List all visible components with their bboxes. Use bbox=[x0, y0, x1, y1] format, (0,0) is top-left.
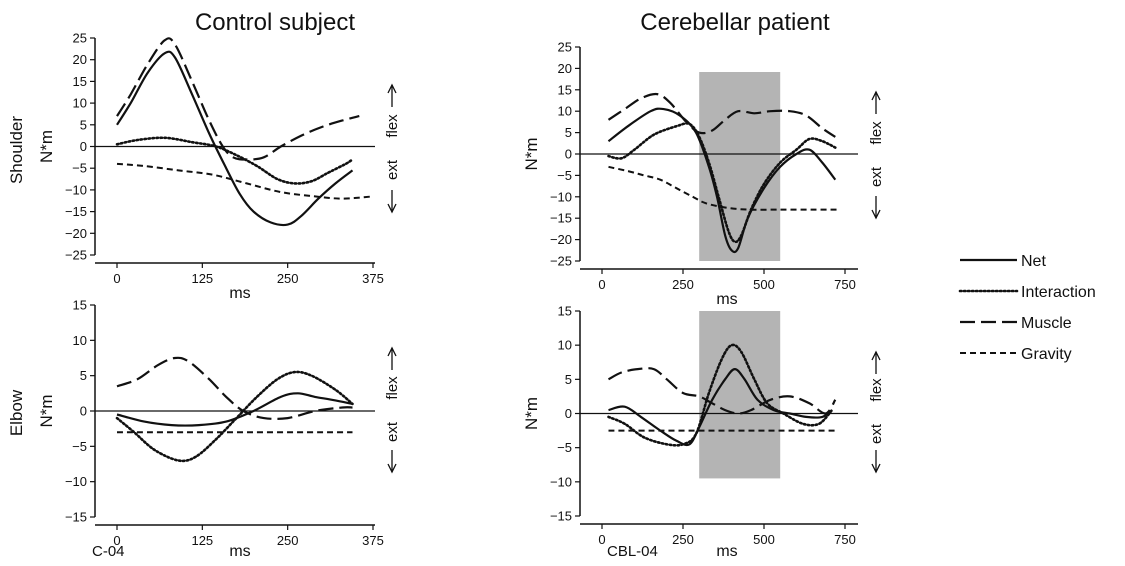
x-tick-label: 250 bbox=[277, 271, 299, 286]
x-tick-label: 0 bbox=[113, 271, 120, 286]
y-tick-label: 15 bbox=[73, 74, 87, 89]
y-tick-label: 0 bbox=[565, 147, 572, 162]
y-tick-label: 0 bbox=[80, 139, 87, 154]
y-tick-label: −15 bbox=[550, 509, 572, 524]
x-axis-label-control-elbow: ms bbox=[229, 543, 250, 560]
row-label-elbow: Elbow bbox=[7, 389, 26, 436]
y-tick-label: −5 bbox=[72, 161, 87, 176]
ext-label-patient-elbow: ext bbox=[868, 423, 885, 444]
y-tick-label: −15 bbox=[550, 211, 572, 226]
x-tick-label: 500 bbox=[753, 277, 775, 292]
x-axis-label-patient-elbow: ms bbox=[716, 543, 737, 560]
ext-label-control-elbow: ext bbox=[384, 421, 401, 442]
ext-label-patient-shoulder: ext bbox=[868, 166, 885, 187]
legend-label-net: Net bbox=[1021, 253, 1046, 270]
flex-label-patient-shoulder: flex bbox=[868, 121, 885, 145]
y-tick-label: 0 bbox=[565, 406, 572, 421]
y-axis-label-patient-elbow: N*m bbox=[522, 397, 541, 430]
y-tick-label: −5 bbox=[557, 168, 572, 183]
y-tick-label: 25 bbox=[73, 31, 87, 46]
subject-code-patient-elbow: CBL-04 bbox=[607, 543, 658, 560]
series-interaction-control-shoulder bbox=[117, 138, 353, 184]
x-tick-label: 250 bbox=[277, 533, 299, 548]
x-tick-label: 0 bbox=[598, 277, 605, 292]
y-tick-label: 5 bbox=[565, 372, 572, 387]
y-tick-label: 20 bbox=[558, 61, 572, 76]
panel-patient-elbow: −15 −10 −5 0 5 10 15 0 250 500 750 ms N*m CBL-04 bbox=[522, 304, 858, 561]
y-axis-label-control-elbow: N*m bbox=[37, 394, 56, 427]
x-tick-label: 0 bbox=[598, 532, 605, 547]
flex-label-control-shoulder: flex bbox=[384, 114, 401, 138]
y-axis-label-patient-shoulder: N*m bbox=[522, 137, 541, 170]
y-tick-label: −10 bbox=[65, 182, 87, 197]
series-muscle-control-elbow bbox=[117, 358, 353, 419]
y-tick-label: 10 bbox=[73, 333, 87, 348]
x-tick-label: 750 bbox=[834, 277, 856, 292]
chart-title-patient-shoulder: Cerebellar patient bbox=[640, 9, 830, 36]
chart-title-control-shoulder: Control subject bbox=[195, 9, 355, 36]
y-tick-label: −25 bbox=[65, 248, 87, 263]
y-tick-label: 15 bbox=[73, 298, 87, 313]
legend: Net Interaction Muscle Gravity bbox=[960, 253, 1096, 363]
y-tick-label: 15 bbox=[558, 82, 572, 97]
x-tick-label: 375 bbox=[362, 533, 384, 548]
y-tick-label: −20 bbox=[550, 232, 572, 247]
y-tick-label: 20 bbox=[73, 52, 87, 67]
y-tick-label: −20 bbox=[65, 226, 87, 241]
y-tick-label: −5 bbox=[72, 439, 87, 454]
x-tick-label: 375 bbox=[362, 271, 384, 286]
y-tick-label: 25 bbox=[558, 40, 572, 55]
shaded-region-patient-elbow bbox=[699, 311, 780, 478]
y-tick-label: −10 bbox=[550, 474, 572, 489]
subject-code-control-elbow: C-04 bbox=[92, 543, 125, 560]
legend-label-muscle: Muscle bbox=[1021, 315, 1072, 332]
y-tick-label: −5 bbox=[557, 440, 572, 455]
y-tick-label: −10 bbox=[65, 474, 87, 489]
y-tick-label: 5 bbox=[565, 125, 572, 140]
x-axis-label-control-shoulder: ms bbox=[229, 285, 250, 302]
series-muscle-control-shoulder bbox=[117, 38, 359, 159]
series-net-control-elbow bbox=[117, 393, 353, 425]
y-tick-label: −10 bbox=[550, 189, 572, 204]
y-tick-label: 5 bbox=[80, 368, 87, 383]
y-tick-label: 15 bbox=[558, 304, 572, 319]
y-tick-label: −15 bbox=[65, 204, 87, 219]
y-tick-label: 0 bbox=[80, 404, 87, 419]
x-tick-label: 750 bbox=[834, 532, 856, 547]
flex-label-control-elbow: flex bbox=[384, 376, 401, 400]
ext-label-control-shoulder: ext bbox=[384, 159, 401, 180]
legend-label-interaction: Interaction bbox=[1021, 284, 1096, 301]
x-tick-label: 250 bbox=[672, 277, 694, 292]
x-tick-label: 125 bbox=[191, 533, 213, 548]
y-tick-label: 10 bbox=[73, 96, 87, 111]
panel-control-elbow: −15 −10 −5 0 5 10 15 0 125 250 375 ms N*m C-04 bbox=[37, 298, 384, 561]
series-interaction-control-elbow bbox=[117, 372, 353, 461]
x-tick-label: 500 bbox=[753, 532, 775, 547]
y-tick-label: 10 bbox=[558, 104, 572, 119]
legend-label-gravity: Gravity bbox=[1021, 346, 1072, 363]
y-tick-label: 5 bbox=[80, 117, 87, 132]
y-tick-label: 10 bbox=[558, 338, 572, 353]
flex-label-patient-elbow: flex bbox=[868, 378, 885, 402]
x-tick-label: 125 bbox=[191, 271, 213, 286]
x-axis-label-patient-shoulder: ms bbox=[716, 291, 737, 308]
y-tick-label: −25 bbox=[550, 254, 572, 269]
row-label-shoulder: Shoulder bbox=[7, 116, 26, 184]
x-tick-label: 250 bbox=[672, 532, 694, 547]
y-axis-label-control-shoulder: N*m bbox=[37, 130, 56, 163]
y-tick-label: −15 bbox=[65, 510, 87, 525]
